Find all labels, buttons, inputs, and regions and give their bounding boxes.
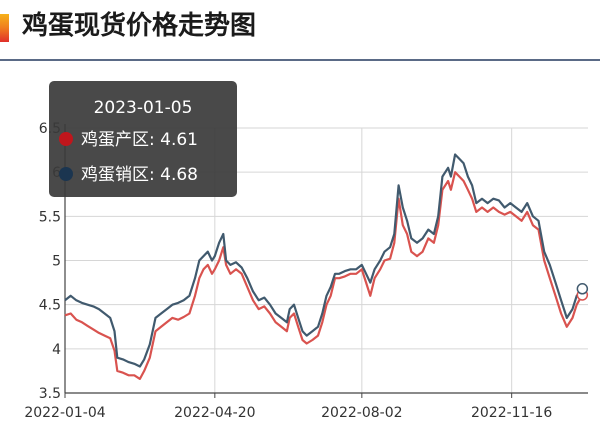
tooltip-sales-dot	[59, 167, 73, 181]
x-tick-label: 2022-11-16	[471, 405, 552, 421]
x-axis-tick-labels: 2022-01-04 2022-04-20 2022-08-02 2022-11-16	[24, 405, 552, 421]
y-tick-label: 4.5	[39, 298, 61, 314]
y-tick-label: 3.5	[39, 386, 61, 402]
header-divider	[0, 59, 600, 61]
page-title: 鸡蛋现货价格走势图	[22, 11, 257, 41]
x-tick-label: 2022-04-20	[174, 405, 255, 421]
chart-tooltip: 2023-01-05 鸡蛋产区: 4.61 鸡蛋销区: 4.68	[49, 81, 237, 197]
header-accent-bar	[0, 14, 9, 42]
hover-markers	[576, 283, 589, 301]
tooltip-origin-value: 鸡蛋产区: 4.61	[81, 130, 198, 150]
tooltip-origin-dot	[59, 132, 73, 146]
y-tick-label: 5	[52, 254, 61, 270]
tooltip-background	[49, 81, 237, 197]
tooltip-date: 2023-01-05	[94, 98, 193, 118]
series-sales-line[interactable]	[64, 153, 584, 368]
marker-sales-last	[576, 283, 589, 295]
tooltip-sales-value: 鸡蛋销区: 4.68	[81, 165, 198, 185]
chart-series	[64, 153, 584, 380]
y-tick-label: 5.5	[39, 209, 61, 225]
page-header: 鸡蛋现货价格走势图	[0, 0, 600, 61]
y-tick-label: 4	[52, 342, 61, 358]
x-tick-label: 2022-01-04	[24, 405, 105, 421]
series-origin-line[interactable]	[64, 171, 584, 380]
x-tick-label: 2022-08-02	[321, 405, 402, 421]
